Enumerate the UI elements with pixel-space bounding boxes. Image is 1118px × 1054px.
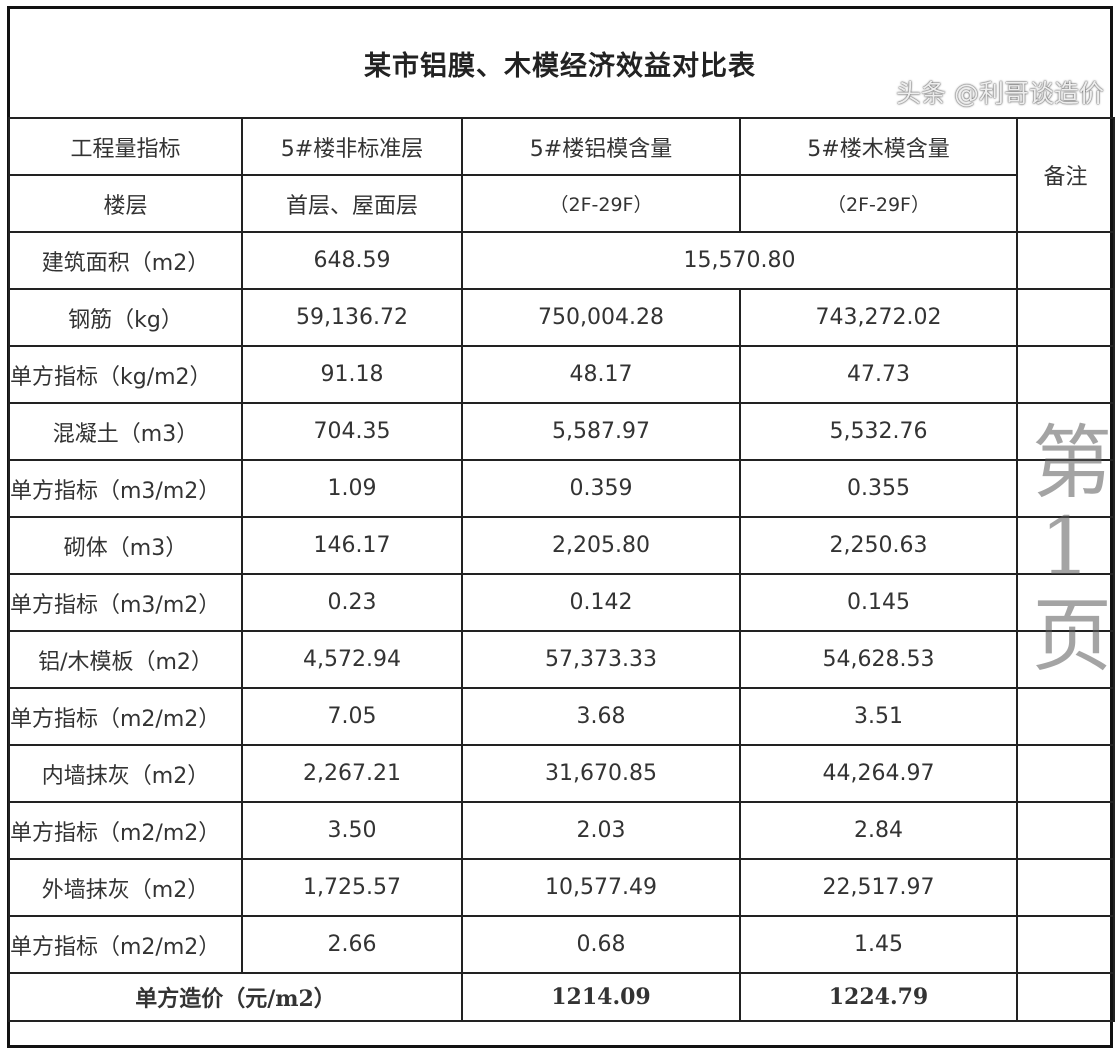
cell-value: 57,373.33 — [461, 630, 741, 689]
header-row-floor: 楼层 首层、屋面层 （2F-29F） （2F-29F） — [8, 174, 1114, 233]
cell-value: 47.73 — [739, 345, 1018, 404]
cell-value: 59,136.72 — [241, 288, 463, 347]
header-cell: （2F-29F） — [739, 174, 1018, 233]
row-label: 单方指标（m2/m2） — [8, 687, 243, 746]
row-label: 单方指标（m2/m2） — [8, 801, 243, 860]
cell-value: 91.18 — [241, 345, 463, 404]
remark-cell — [1016, 687, 1115, 746]
table-row: 外墙抹灰（m2） 1,725.57 10,577.49 22,517.97 — [8, 858, 1115, 917]
cell-value: 48.17 — [461, 345, 741, 404]
remark-cell — [1016, 573, 1115, 632]
cell-value: 743,272.02 — [739, 288, 1018, 347]
cell-value: 44,264.97 — [739, 744, 1018, 803]
table-row: 内墙抹灰（m2） 2,267.21 31,670.85 44,264.97 — [8, 744, 1115, 803]
table-row: 单方指标（m3/m2） 0.23 0.142 0.145 — [8, 573, 1115, 632]
cell-value: 2,267.21 — [241, 744, 463, 803]
cell-value: 1,725.57 — [241, 858, 463, 917]
comparison-table: 工程量指标 5#楼非标准层 5#楼铝模含量 5#楼木模含量 备注 楼层 首层、屋… — [8, 117, 1115, 1022]
cell-value: 2.84 — [739, 801, 1018, 860]
remark-cell — [1016, 459, 1115, 518]
cell-value: 2.03 — [461, 801, 741, 860]
row-label: 建筑面积（m2） — [8, 231, 243, 290]
cell-value: 0.23 — [241, 573, 463, 632]
table-row: 单方指标（m3/m2） 1.09 0.359 0.355 — [8, 459, 1115, 518]
cell-value: 0.142 — [461, 573, 741, 632]
row-label: 单方指标（m3/m2） — [8, 573, 243, 632]
cell-value: 2.66 — [241, 915, 463, 974]
row-label: 钢筋（kg） — [8, 288, 243, 347]
row-label: 单方指标（kg/m2） — [8, 345, 243, 404]
table-row: 钢筋（kg） 59,136.72 750,004.28 743,272.02 — [8, 288, 1115, 347]
cell-value: 3.68 — [461, 687, 741, 746]
table-row-total: 单方造价（元/m2） 1214.09 1224.79 — [8, 972, 1115, 1022]
cell-value: 7.05 — [241, 687, 463, 746]
remark-cell — [1016, 402, 1115, 461]
header-cell: （2F-29F） — [461, 174, 741, 233]
header-cell: 5#楼非标准层 — [241, 117, 463, 176]
row-label: 砌体（m3） — [8, 516, 243, 575]
row-label: 混凝土（m3） — [8, 402, 243, 461]
cell-value: 146.17 — [241, 516, 463, 575]
cell-value: 1.09 — [241, 459, 463, 518]
cell-value-merged: 15,570.80 — [461, 231, 1018, 290]
row-label: 单方指标（m2/m2） — [8, 915, 243, 974]
cell-value: 0.359 — [461, 459, 741, 518]
row-label: 外墙抹灰（m2） — [8, 858, 243, 917]
cell-value: 1.45 — [739, 915, 1018, 974]
header-cell: 5#楼铝模含量 — [461, 117, 741, 176]
remark-cell — [1016, 915, 1115, 974]
total-wood: 1224.79 — [739, 972, 1018, 1022]
table-row-area: 建筑面积（m2） 648.59 15,570.80 — [8, 231, 1115, 290]
table-row: 混凝土（m3） 704.35 5,587.97 5,532.76 — [8, 402, 1115, 461]
table-row: 单方指标（m2/m2） 3.50 2.03 2.84 — [8, 801, 1115, 860]
table-row: 铝/木模板（m2） 4,572.94 57,373.33 54,628.53 — [8, 630, 1115, 689]
remark-cell — [1016, 801, 1115, 860]
cell-value: 648.59 — [241, 231, 463, 290]
cell-value: 3.51 — [739, 687, 1018, 746]
cell-value: 3.50 — [241, 801, 463, 860]
cell-value: 10,577.49 — [461, 858, 741, 917]
cell-value: 750,004.28 — [461, 288, 741, 347]
remark-cell — [1016, 744, 1115, 803]
remark-cell — [1016, 972, 1115, 1022]
table-row: 单方指标（kg/m2） 91.18 48.17 47.73 — [8, 345, 1115, 404]
remark-cell — [1016, 345, 1115, 404]
cell-value: 31,670.85 — [461, 744, 741, 803]
remark-header: 备注 — [1016, 117, 1115, 233]
cell-value: 54,628.53 — [739, 630, 1018, 689]
remark-cell — [1016, 630, 1115, 689]
header-cell: 5#楼木模含量 — [739, 117, 1018, 176]
remark-cell — [1016, 231, 1115, 290]
table-row: 单方指标（m2/m2） 2.66 0.68 1.45 — [8, 915, 1115, 974]
row-label: 铝/木模板（m2） — [8, 630, 243, 689]
row-label: 单方指标（m3/m2） — [8, 459, 243, 518]
header-cell: 工程量指标 — [8, 117, 243, 176]
cell-value: 704.35 — [241, 402, 463, 461]
row-label: 内墙抹灰（m2） — [8, 744, 243, 803]
cell-value: 0.68 — [461, 915, 741, 974]
cell-value: 0.145 — [739, 573, 1018, 632]
remark-cell — [1016, 516, 1115, 575]
table-row: 砌体（m3） 146.17 2,205.80 2,250.63 — [8, 516, 1115, 575]
remark-cell — [1016, 858, 1115, 917]
cell-value: 5,587.97 — [461, 402, 741, 461]
table-row: 单方指标（m2/m2） 7.05 3.68 3.51 — [8, 687, 1115, 746]
header-row: 工程量指标 5#楼非标准层 5#楼铝模含量 5#楼木模含量 备注 — [8, 117, 1115, 233]
cell-value: 2,205.80 — [461, 516, 741, 575]
total-label: 单方造价（元/m2） — [8, 972, 463, 1022]
cell-value: 22,517.97 — [739, 858, 1018, 917]
cell-value: 4,572.94 — [241, 630, 463, 689]
page-title: 某市铝膜、木模经济效益对比表 — [364, 50, 756, 82]
remark-cell — [1016, 288, 1115, 347]
header-cell: 首层、屋面层 — [241, 174, 463, 233]
cell-value: 2,250.63 — [739, 516, 1018, 575]
cell-value: 0.355 — [739, 459, 1018, 518]
header-cell: 楼层 — [8, 174, 243, 233]
cell-value: 5,532.76 — [739, 402, 1018, 461]
total-alu: 1214.09 — [461, 972, 741, 1022]
